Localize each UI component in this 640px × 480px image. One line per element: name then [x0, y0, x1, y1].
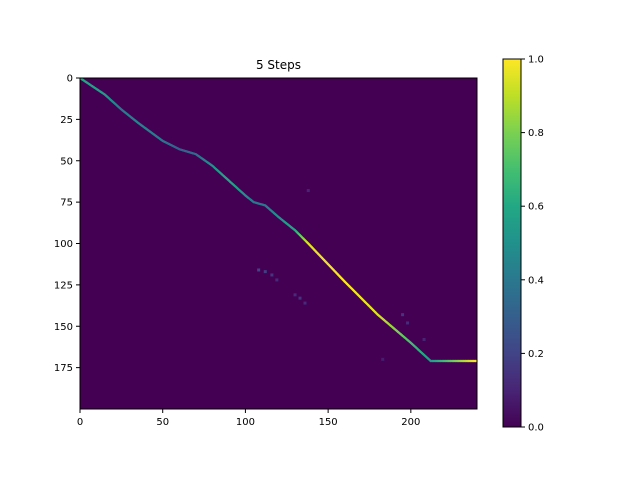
heatmap-cell	[306, 189, 310, 193]
colorbar-tick-label: 0.8	[528, 128, 544, 139]
colorbar-tick-label: 0.0	[528, 423, 544, 434]
colorbar: 0.0 0.2 0.4 0.6 0.8 1.0	[502, 55, 544, 434]
heatmap-cell	[298, 296, 302, 300]
heatmap-background	[80, 78, 477, 409]
y-tick-label: 25	[60, 115, 73, 126]
y-tick-label: 175	[54, 363, 73, 374]
heatmap-cell	[381, 357, 385, 361]
colorbar-ticks: 0.0 0.2 0.4 0.6 0.8 1.0	[521, 55, 544, 434]
heatmap-cell	[275, 278, 279, 282]
heatmap-cell	[422, 337, 426, 341]
heatmap-cell	[270, 273, 274, 277]
chart-title: 5 Steps	[256, 58, 301, 72]
colorbar-tick-label: 1.0	[528, 55, 544, 66]
heatmap-plot-area	[79, 77, 478, 410]
x-tick-label: 0	[77, 417, 83, 428]
x-tick-label: 150	[319, 417, 338, 428]
heatmap-cell	[293, 293, 297, 297]
y-tick-label: 100	[54, 239, 73, 250]
y-tick-label: 75	[60, 198, 73, 209]
heatmap-marks	[80, 78, 477, 363]
colorbar-tick-label: 0.6	[528, 202, 544, 213]
y-tick-label: 0	[67, 74, 73, 85]
colorbar-tick-label: 0.4	[528, 275, 544, 286]
x-tick-label: 200	[401, 417, 420, 428]
x-axis: 0 50 100 150 200	[77, 409, 420, 428]
x-tick-label: 100	[236, 417, 255, 428]
heatmap-cell	[257, 268, 261, 272]
y-axis: 0 25 50 75 100 125 150 175	[54, 74, 80, 374]
heatmap-cell	[303, 301, 307, 305]
colorbar-tick-label: 0.2	[528, 349, 544, 360]
y-tick-label: 125	[54, 280, 73, 291]
y-tick-label: 150	[54, 322, 73, 333]
y-tick-label: 50	[60, 156, 73, 167]
heatmap-cell	[406, 321, 410, 325]
colorbar-gradient	[502, 58, 522, 428]
x-tick-label: 50	[156, 417, 169, 428]
heatmap-cell	[263, 270, 267, 274]
heatmap-cell	[401, 313, 405, 317]
